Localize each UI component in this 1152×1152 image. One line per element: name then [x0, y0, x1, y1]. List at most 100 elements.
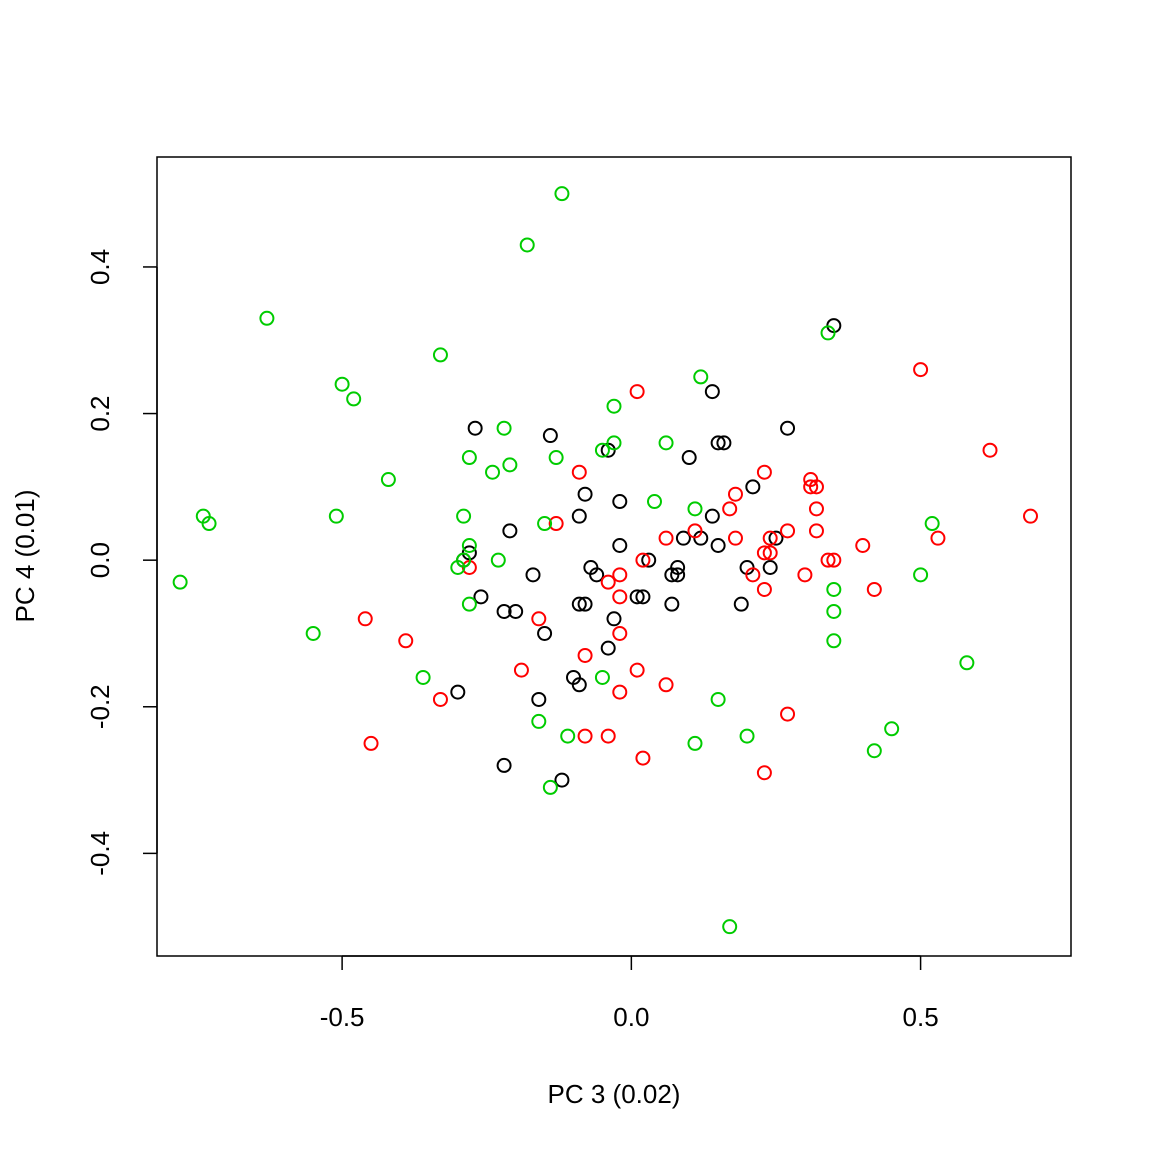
data-point-series-3	[924, 516, 940, 532]
data-point-series-2	[635, 750, 651, 766]
data-point-series-1	[531, 691, 547, 707]
data-point-series-3	[461, 450, 477, 466]
data-point-series-2	[756, 765, 772, 781]
data-point-series-3	[826, 581, 842, 597]
data-point-series-2	[762, 530, 778, 546]
data-point-series-2	[548, 516, 564, 532]
data-point-series-2	[756, 545, 772, 561]
data-point-series-2	[629, 662, 645, 678]
data-point-series-2	[756, 581, 772, 597]
data-point-series-2	[612, 684, 628, 700]
data-point-series-3	[432, 347, 448, 363]
x-axis: -0.5 0.0 0.5	[320, 955, 939, 1032]
data-point-series-3	[866, 743, 882, 759]
data-point-series-2	[577, 728, 593, 744]
data-point-series-2	[826, 552, 842, 568]
data-point-series-1	[635, 589, 651, 605]
data-point-series-2	[531, 611, 547, 627]
data-point-series-2	[513, 662, 529, 678]
data-point-series-3	[259, 310, 275, 326]
data-point-series-3	[884, 721, 900, 737]
data-point-series-1	[612, 538, 628, 554]
data-point-series-3	[502, 457, 518, 473]
data-point-series-1	[629, 589, 645, 605]
data-point-series-3	[646, 494, 662, 510]
data-point-series-1	[589, 567, 605, 583]
data-point-series-1	[670, 567, 686, 583]
plot-frame	[156, 156, 1072, 957]
x-axis-label: PC 3 (0.02)	[548, 1079, 681, 1109]
data-point-series-1	[525, 567, 541, 583]
data-point-series-1	[710, 435, 726, 451]
data-point-series-1	[542, 428, 558, 444]
y-axis-label: PC 4 (0.01)	[10, 490, 40, 623]
data-point-series-3	[456, 508, 472, 524]
data-point-series-2	[808, 523, 824, 539]
data-point-series-1	[704, 384, 720, 400]
data-point-series-1	[571, 508, 587, 524]
data-point-series-1	[554, 772, 570, 788]
data-point-series-2	[600, 728, 616, 744]
data-point-series-1	[681, 450, 697, 466]
data-point-series-2	[780, 706, 796, 722]
data-point-series-1	[745, 479, 761, 495]
y-tick-label: -0.4	[85, 831, 115, 876]
data-point-series-3	[346, 391, 362, 407]
data-point-series-3	[687, 501, 703, 517]
data-point-series-1	[496, 757, 512, 773]
data-point-series-2	[658, 530, 674, 546]
data-point-series-2	[687, 523, 703, 539]
data-point-series-2	[571, 464, 587, 480]
data-point-series-3	[826, 603, 842, 619]
data-point-series-1	[450, 684, 466, 700]
data-point-series-3	[693, 369, 709, 385]
data-point-series-2	[357, 611, 373, 627]
data-point-series-2	[1023, 508, 1039, 524]
data-point-series-1	[641, 552, 657, 568]
data-point-series-3	[328, 508, 344, 524]
data-point-series-2	[982, 442, 998, 458]
data-point-series-2	[612, 589, 628, 605]
data-point-series-1	[768, 530, 784, 546]
data-point-series-1	[664, 567, 680, 583]
data-point-series-3	[594, 442, 610, 458]
data-point-series-1	[473, 589, 489, 605]
data-point-series-3	[560, 728, 576, 744]
x-tick-label: 0.0	[613, 1002, 649, 1032]
data-point-series-3	[548, 450, 564, 466]
data-point-series-3	[490, 552, 506, 568]
data-point-series-1	[502, 523, 518, 539]
data-point-series-3	[606, 398, 622, 414]
data-point-series-2	[727, 530, 743, 546]
data-point-series-1	[577, 486, 593, 502]
data-point-series-3	[826, 633, 842, 649]
data-point-series-2	[727, 486, 743, 502]
data-point-series-2	[803, 479, 819, 495]
data-point-series-2	[756, 464, 772, 480]
data-point-series-3	[658, 435, 674, 451]
data-point-series-1	[780, 420, 796, 436]
data-point-series-2	[635, 552, 651, 568]
data-point-series-2	[600, 574, 616, 590]
data-point-series-3	[542, 779, 558, 795]
data-point-series-3	[461, 596, 477, 612]
data-point-series-1	[606, 611, 622, 627]
data-point-series-3	[537, 516, 553, 532]
data-point-series-3	[201, 516, 217, 532]
data-point-series-2	[398, 633, 414, 649]
data-point-series-1	[600, 640, 616, 656]
data-point-series-1	[508, 603, 524, 619]
data-point-series-3	[531, 713, 547, 729]
data-point-series-2	[797, 567, 813, 583]
data-point-series-2	[612, 625, 628, 641]
data-point-series-2	[866, 581, 882, 597]
data-point-series-2	[745, 567, 761, 583]
data-point-series-3	[519, 237, 535, 253]
data-point-series-3	[485, 464, 501, 480]
data-point-series-1	[675, 530, 691, 546]
data-point-series-2	[722, 501, 738, 517]
data-point-series-1	[733, 596, 749, 612]
data-point-series-2	[612, 567, 628, 583]
data-point-series-1	[762, 559, 778, 575]
data-point-series-1	[664, 596, 680, 612]
